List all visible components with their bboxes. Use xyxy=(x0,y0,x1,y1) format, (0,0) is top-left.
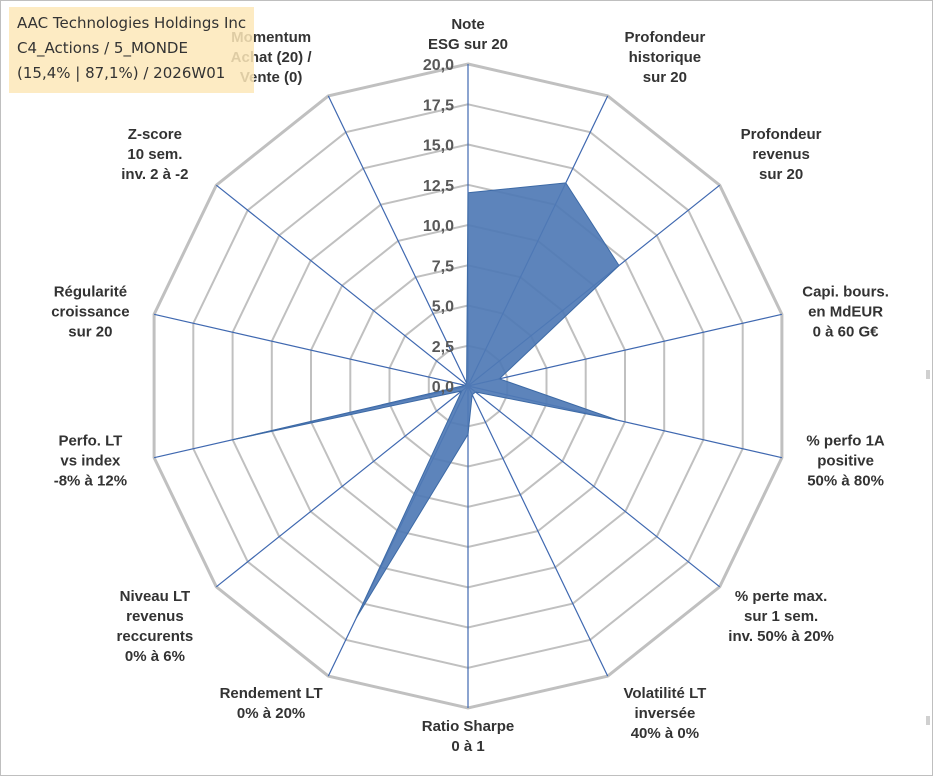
data-point xyxy=(355,617,357,619)
data-point xyxy=(616,419,618,421)
axis-label: Niveau LT revenus reccurents 0% à 6% xyxy=(117,588,194,665)
axis-label-line: Ratio Sharpe xyxy=(422,718,515,735)
data-point xyxy=(232,439,234,441)
axis-label-line: Volatilité LT xyxy=(624,685,707,702)
category-label: C4_Actions / 5_MONDE xyxy=(17,39,188,57)
axis-label-line: sur 20 xyxy=(759,166,803,183)
company-name: AAC Technologies Holdings Inc xyxy=(17,14,247,32)
axis-spoke xyxy=(327,95,469,387)
axis-label-line: 10 sem. xyxy=(127,146,182,163)
axis-label-line: Perfo. LT xyxy=(58,432,122,449)
series-layer xyxy=(232,182,620,619)
data-point xyxy=(475,391,477,393)
data-point xyxy=(464,384,466,386)
axis-spoke xyxy=(215,385,469,588)
axis-spoke xyxy=(153,313,469,387)
axis-label-line: en MdEUR xyxy=(808,304,883,321)
data-point xyxy=(461,390,463,392)
tick-label: 10,0 xyxy=(423,218,454,235)
data-point xyxy=(618,265,620,266)
axis-spoke xyxy=(467,385,721,588)
axis-label: Régularité croissance sur 20 xyxy=(51,284,129,341)
info-box: AAC Technologies Holdings Inc C4_Actions… xyxy=(9,7,254,93)
axis-label-line: 50% à 80% xyxy=(807,472,884,489)
series-area xyxy=(232,182,620,619)
axis-label-line: sur 1 sem. xyxy=(744,608,818,625)
axis-label-line: sur 20 xyxy=(643,69,687,86)
tick-label: 15,0 xyxy=(423,138,454,155)
scroll-marker xyxy=(926,716,930,725)
axis-label-line: ESG sur 20 xyxy=(428,36,508,53)
tick-layer: 0,0 2,5 5,0 7,5 10,0 12,5 15,0 17,5 20,0 xyxy=(423,57,454,396)
axis-label-line: Capi. bours. xyxy=(802,284,889,301)
axis-label: Z-score 10 sem. inv. 2 à -2 xyxy=(121,126,188,183)
axis-label-line: Profondeur xyxy=(624,29,705,46)
axis-label-line: revenus xyxy=(126,608,184,625)
axis-label-line: reccurents xyxy=(117,628,194,645)
data-point xyxy=(467,192,469,194)
axis-label-line: croissance xyxy=(51,304,129,321)
axis-label: % perte max. sur 1 sem. inv. 50% à 20% xyxy=(728,588,834,645)
axis-label-line: -8% à 12% xyxy=(54,472,127,489)
axis-label-line: Z-score xyxy=(128,126,182,143)
data-point xyxy=(466,382,468,384)
axis-label: Profondeur historique sur 20 xyxy=(624,29,705,86)
axis-label-line: vs index xyxy=(60,452,121,469)
axis-label-line: Rendement LT xyxy=(220,685,323,702)
axis-label-line: 0 à 1 xyxy=(451,738,484,755)
tick-label: 20,0 xyxy=(423,57,454,74)
axis-label-line: % perte max. xyxy=(735,588,828,605)
axis-label-line: 0 à 60 G€ xyxy=(813,324,880,341)
axis-label: Note ESG sur 20 xyxy=(428,16,508,53)
axis-label-line: 0% à 20% xyxy=(237,705,305,722)
tick-label: 12,5 xyxy=(423,178,454,195)
axis-label-line: historique xyxy=(629,49,702,66)
tick-label: 2,5 xyxy=(432,339,454,356)
data-point xyxy=(565,182,567,184)
axis-spoke xyxy=(215,184,469,387)
axis-label-line: % perfo 1A xyxy=(806,432,885,449)
axis-label-line: Profondeur xyxy=(741,126,822,143)
axis-label-line: 0% à 6% xyxy=(125,648,185,665)
axis-label-line: positive xyxy=(817,452,874,469)
axis-label-line: inv. 50% à 20% xyxy=(728,628,834,645)
axis-label-line: Régularité xyxy=(54,284,127,301)
data-point xyxy=(465,383,466,385)
axis-label-line: 40% à 0% xyxy=(631,725,699,742)
tick-label: 17,5 xyxy=(423,97,454,114)
axis-label: Ratio Sharpe 0 à 1 xyxy=(422,718,515,755)
axis-label: Rendement LT 0% à 20% xyxy=(220,685,323,722)
axis-label: Profondeur revenus sur 20 xyxy=(741,126,822,183)
tick-label: 5,0 xyxy=(432,299,454,316)
tick-label: 0,0 xyxy=(432,379,454,396)
axis-label-line: Niveau LT xyxy=(120,588,191,605)
axis-label-line: Note xyxy=(451,16,484,33)
axis-label-line: sur 20 xyxy=(68,324,112,341)
tick-label: 7,5 xyxy=(432,258,454,275)
stats-label: (15,4% | 87,1%) / 2026W01 xyxy=(17,64,226,82)
axis-label: Perfo. LT vs index -8% à 12% xyxy=(54,432,127,489)
axis-spoke xyxy=(467,385,609,677)
axis-label-line: revenus xyxy=(752,146,810,163)
axis-label: Capi. bours. en MdEUR 0 à 60 G€ xyxy=(802,284,889,341)
axis-label-line: Vente (0) xyxy=(240,69,303,86)
axis-label: Volatilité LT inversée 40% à 0% xyxy=(624,685,707,742)
scroll-marker xyxy=(926,370,930,379)
data-point xyxy=(467,433,469,435)
axis-label: % perfo 1A positive 50% à 80% xyxy=(806,432,885,489)
data-point xyxy=(498,378,500,380)
axis-label-line: inversée xyxy=(634,705,695,722)
axis-label-layer: Note ESG sur 20 Profondeur historique sur 20… xyxy=(51,16,889,755)
data-point xyxy=(471,394,473,396)
axis-label-line: inv. 2 à -2 xyxy=(121,166,188,183)
axis-spoke xyxy=(467,313,783,387)
